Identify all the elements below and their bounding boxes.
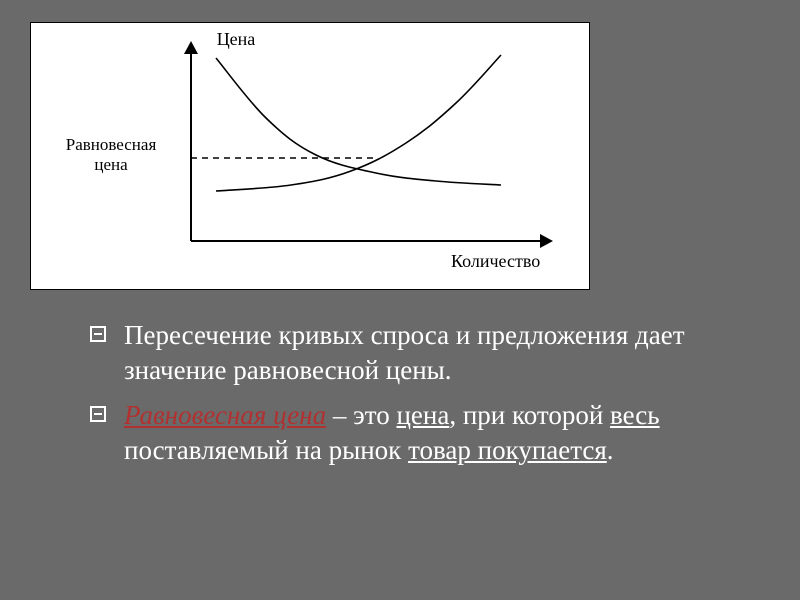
x-axis-label: Количество bbox=[451, 251, 540, 272]
equilibrium-chart: Цена Количество Равновесная цена bbox=[30, 22, 590, 290]
slide: Цена Количество Равновесная цена Пересеч… bbox=[0, 0, 800, 600]
term-equilibrium-price: Равновесная цена bbox=[124, 400, 326, 430]
term-price: цена bbox=[396, 400, 449, 430]
term-bought: товар покупается bbox=[408, 435, 607, 465]
bullet-icon bbox=[90, 406, 106, 422]
sentence-2: Равновесная цена – это цена, при которой… bbox=[124, 398, 730, 468]
bullet-item-1: Пересечение кривых спроса и предложения … bbox=[90, 318, 730, 388]
equilibrium-price-label: Равновесная цена bbox=[51, 135, 171, 176]
y-axis-label: Цена bbox=[196, 29, 276, 50]
seg: . bbox=[607, 435, 614, 465]
seg: , при которой bbox=[449, 400, 610, 430]
seg: поставляемый на рынок bbox=[124, 435, 408, 465]
seg: – это bbox=[326, 400, 396, 430]
text-block: Пересечение кривых спроса и предложения … bbox=[90, 318, 730, 478]
sentence-1: Пересечение кривых спроса и предложения … bbox=[124, 318, 730, 388]
bullet-icon bbox=[90, 326, 106, 342]
equilibrium-label-line1: Равновесная bbox=[66, 135, 157, 154]
bullet-item-2: Равновесная цена – это цена, при которой… bbox=[90, 398, 730, 468]
equilibrium-label-line2: цена bbox=[94, 155, 127, 174]
term-all: весь bbox=[610, 400, 660, 430]
